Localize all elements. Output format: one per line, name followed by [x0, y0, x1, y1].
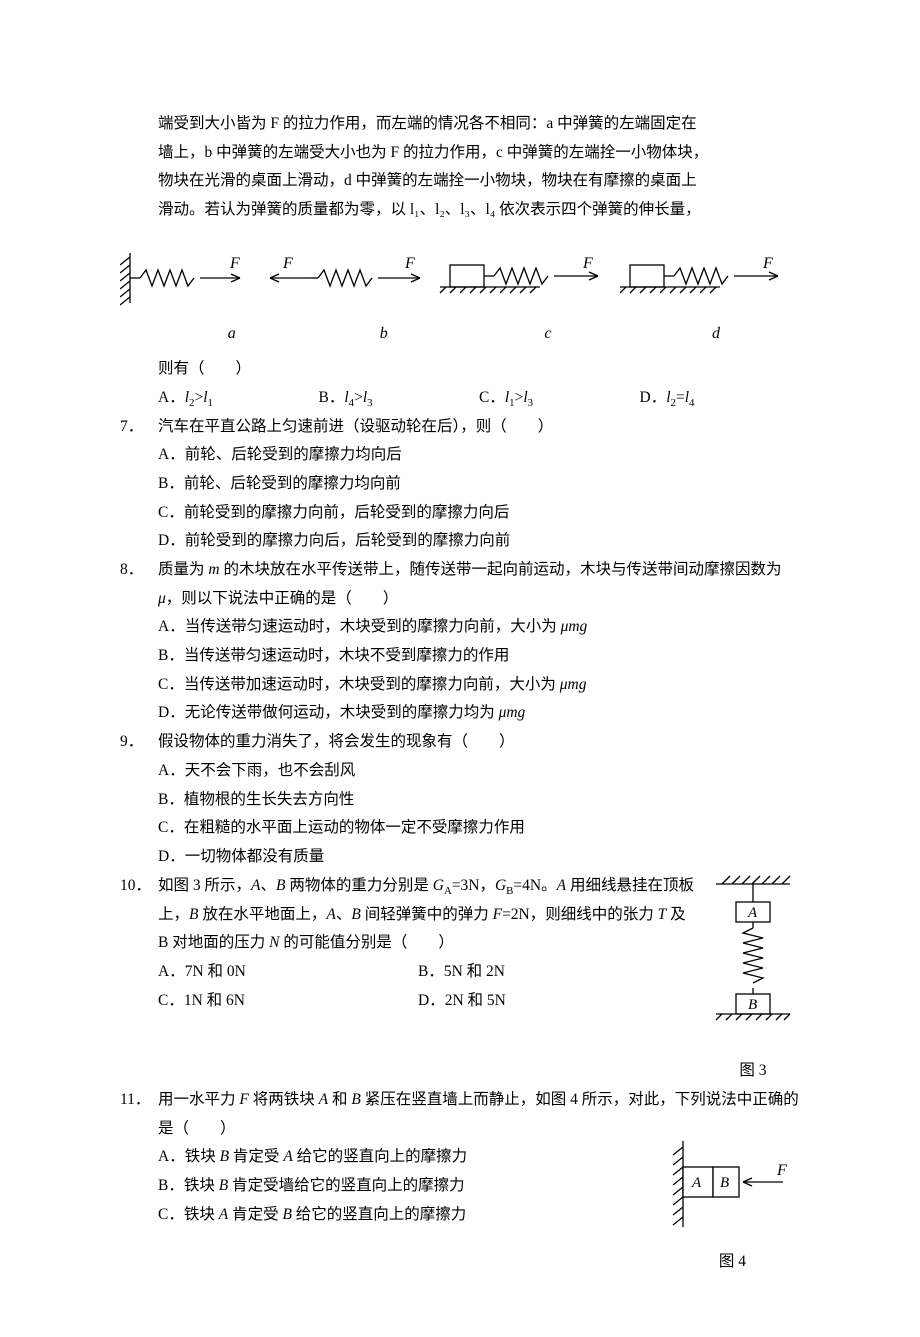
svg-text:F: F	[404, 255, 415, 272]
svg-text:F: F	[776, 1162, 787, 1179]
q10-opt-B: B．5N 和 2N	[418, 958, 678, 987]
q6-line2: 墙上，b 中弹簧的左端受大小也为 F 的拉力作用，c 中弹簧的左端拴一小物体块，	[158, 144, 708, 161]
q9: 9． 假设物体的重力消失了，将会发生的现象有（ ）	[120, 728, 800, 757]
q9-text: 假设物体的重力消失了，将会发生的现象有（ ）	[158, 728, 800, 757]
q10: 10． 如图 3 所示，A、B 两物体的重力分别是 GA=3N，GB=4N。A …	[120, 872, 696, 958]
q8-opt-B: B．当传送带匀速运动时，木块不受到摩擦力的作用	[158, 642, 800, 671]
q10-text: 如图 3 所示，A、B 两物体的重力分别是 GA=3N，GB=4N。A 用细线悬…	[158, 872, 696, 958]
q6-options: A．l2>l1 B．l4>l3 C．l1>l3 D．l2=l4	[120, 384, 800, 413]
diag-label-d: d	[632, 319, 800, 349]
q10-opt-D: D．2N 和 5N	[418, 987, 678, 1016]
q11: 11． 用一水平力 F 将两铁块 A 和 B 紧压在竖直墙上而静止，如图 4 所…	[120, 1086, 800, 1143]
q8-opt-A: A．当传送带匀速运动时，木块受到的摩擦力向前，大小为 μmg	[158, 613, 800, 642]
figure-3-svg: A B	[706, 872, 800, 1047]
q7-opt-A: A．前轮、后轮受到的摩擦力均向后	[158, 441, 800, 470]
q8-num: 8．	[120, 556, 158, 585]
q10-opt-A: A．7N 和 0N	[158, 958, 418, 987]
svg-text:B: B	[748, 997, 757, 1013]
q10-block: A B 图 3 10． 如图 3 所示，A、B 两物体的重力分别是 GA=3N，…	[120, 872, 800, 1086]
q11-num: 11．	[120, 1086, 158, 1115]
diag-label-b: b	[303, 319, 463, 349]
q9-num: 9．	[120, 728, 158, 757]
figure-4-caption: 图 4	[665, 1248, 800, 1277]
spring-diagram: F F F	[120, 243, 800, 349]
q9-opt-D: D．一切物体都没有质量	[158, 843, 800, 872]
q6-opt-A: A．l2>l1	[158, 384, 319, 413]
q11-text: 用一水平力 F 将两铁块 A 和 B 紧压在竖直墙上而静止，如图 4 所示，对此…	[158, 1086, 800, 1143]
q9-opt-A: A．天不会下雨，也不会刮风	[158, 757, 800, 786]
diag-label-c: c	[464, 319, 632, 349]
q7: 7． 汽车在平直公路上匀速前进（设驱动轮在后），则（ ）	[120, 413, 800, 442]
figure-4-svg: A B F	[665, 1137, 800, 1237]
svg-text:B: B	[720, 1175, 729, 1191]
figure-3-caption: 图 3	[706, 1057, 800, 1086]
q6-line3: 物块在光滑的桌面上滑动，d 中弹簧的左端拴一小物块，物块在有摩擦的桌面上	[158, 172, 697, 189]
svg-text:A: A	[747, 905, 758, 921]
q6-continuation: 端受到大小皆为 F 的拉力作用，而左端的情况各不相同：a 中弹簧的左端固定在 墙…	[120, 110, 800, 225]
figure-4: A B F 图 4	[665, 1137, 800, 1276]
q6-after: 则有（ ）	[120, 355, 800, 384]
q8-options: A．当传送带匀速运动时，木块受到的摩擦力向前，大小为 μmg B．当传送带匀速运…	[120, 613, 800, 728]
svg-text:F: F	[582, 255, 593, 272]
q7-opt-B: B．前轮、后轮受到的摩擦力均向前	[158, 470, 800, 499]
q8: 8． 质量为 m 的木块放在水平传送带上，随传送带一起向前运动，木块与传送带间动…	[120, 556, 800, 613]
q6-opt-B: B．l4>l3	[319, 384, 480, 413]
q7-text: 汽车在平直公路上匀速前进（设驱动轮在后），则（ ）	[158, 413, 800, 442]
q7-num: 7．	[120, 413, 158, 442]
q6-line1: 端受到大小皆为 F 的拉力作用，而左端的情况各不相同：a 中弹簧的左端固定在	[158, 115, 697, 132]
q8-opt-C: C．当传送带加速运动时，木块受到的摩擦力向前，大小为 μmg	[158, 671, 800, 700]
q10-num: 10．	[120, 872, 158, 901]
figure-3: A B 图 3	[706, 872, 800, 1086]
q8-opt-D: D．无论传送带做何运动，木块受到的摩擦力均为 μmg	[158, 699, 800, 728]
svg-text:A: A	[691, 1175, 702, 1191]
spring-diagram-labels: a b c d	[120, 319, 800, 349]
q10-options: A．7N 和 0N B．5N 和 2N C．1N 和 6N D．2N 和 5N	[120, 958, 678, 1015]
page: 端受到大小皆为 F 的拉力作用，而左端的情况各不相同：a 中弹簧的左端固定在 墙…	[0, 0, 920, 1337]
q8-text: 质量为 m 的木块放在水平传送带上，随传送带一起向前运动，木块与传送带间动摩擦因…	[158, 556, 800, 613]
svg-text:F: F	[762, 255, 773, 272]
q9-opt-B: B．植物根的生长失去方向性	[158, 786, 800, 815]
svg-text:F: F	[282, 255, 293, 272]
q6-opt-D: D．l2=l4	[640, 384, 801, 413]
spring-diagram-svg: F F F	[120, 243, 800, 313]
q7-opt-D: D．前轮受到的摩擦力向后，后轮受到的摩擦力向前	[158, 527, 800, 556]
q9-options: A．天不会下雨，也不会刮风 B．植物根的生长失去方向性 C．在粗糙的水平面上运动…	[120, 757, 800, 872]
diag-label-a: a	[160, 319, 303, 349]
q6-line4: 滑动。若认为弹簧的质量都为零，以 l₁、l₂、l₃、l₄ 依次表示四个弹簧的伸长…	[158, 201, 701, 218]
q10-opt-C: C．1N 和 6N	[158, 987, 418, 1016]
q11-block: 11． 用一水平力 F 将两铁块 A 和 B 紧压在竖直墙上而静止，如图 4 所…	[120, 1086, 800, 1277]
q7-opt-C: C．前轮受到的摩擦力向前，后轮受到的摩擦力向后	[158, 499, 800, 528]
q6-opt-C: C．l1>l3	[479, 384, 640, 413]
svg-text:F: F	[229, 255, 240, 272]
q9-opt-C: C．在粗糙的水平面上运动的物体一定不受摩擦力作用	[158, 814, 800, 843]
q7-options: A．前轮、后轮受到的摩擦力均向后 B．前轮、后轮受到的摩擦力均向前 C．前轮受到…	[120, 441, 800, 556]
